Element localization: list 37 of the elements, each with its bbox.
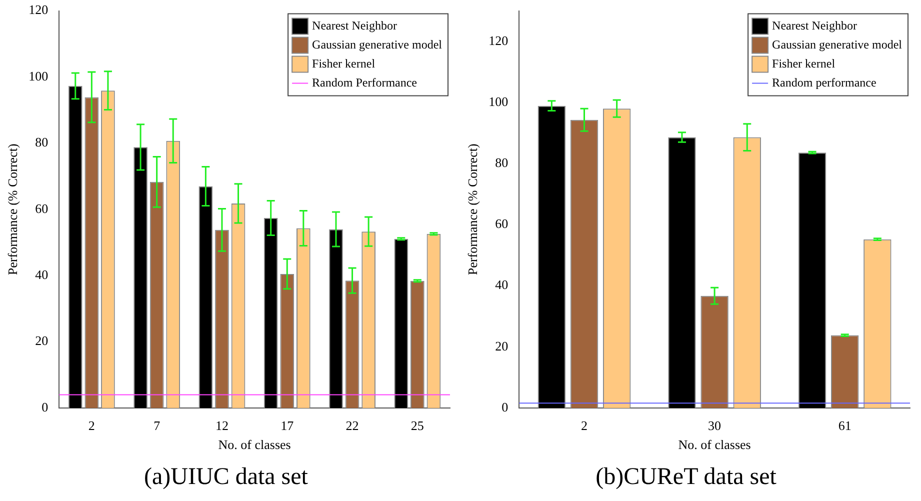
y-tick-label: 100	[488, 94, 508, 109]
y-tick-label: 0	[502, 399, 508, 414]
x-tick-label: 22	[346, 418, 359, 434]
legend-label: Gaussian generative model	[312, 37, 443, 52]
y-tick-label: 120	[488, 32, 508, 48]
x-tick-label: 7	[154, 418, 161, 434]
x-tick-label: 25	[410, 418, 424, 434]
legend-label: Nearest Neighbor	[312, 18, 398, 32]
x-axis-title: No. of classes	[218, 436, 291, 452]
x-tick-label: 12	[215, 418, 228, 434]
y-tick-label: 60	[495, 216, 508, 232]
text: (a)UIUC data set	[144, 464, 308, 490]
legend-label: Nearest Neighbor	[772, 18, 858, 32]
legend-label: Random performance	[772, 75, 876, 90]
y-tick-label: 0	[42, 399, 48, 414]
legend-label: Gaussian generative model	[772, 37, 903, 52]
y-tick-label: 20	[495, 338, 508, 354]
y-tick-label: 100	[28, 68, 48, 84]
y-axis-title: Performance (% Correct)	[5, 144, 20, 276]
legend-label: Fisher kernel	[312, 56, 376, 70]
x-tick-label: 17	[280, 418, 294, 434]
y-tick-label: 40	[495, 277, 508, 292]
x-tick-label: 30	[708, 418, 722, 434]
x-tick-label: 61	[838, 418, 852, 434]
y-tick-label: 80	[35, 134, 48, 150]
x-axis-title: No. of classes	[678, 436, 751, 452]
y-tick-label: 60	[35, 200, 48, 216]
legend-label: Fisher kernel	[772, 56, 836, 70]
y-axis-title: Performance (% Correct)	[465, 144, 480, 276]
y-tick-label: 20	[35, 333, 48, 348]
y-tick-label: 80	[495, 154, 508, 170]
x-tick-label: 2	[88, 418, 95, 434]
legend-label: Random Performance	[312, 75, 418, 90]
text: (b)CUReT data set	[596, 464, 777, 490]
y-tick-label: 120	[28, 2, 48, 18]
y-tick-label: 40	[35, 267, 48, 282]
x-tick-label: 2	[581, 418, 588, 434]
